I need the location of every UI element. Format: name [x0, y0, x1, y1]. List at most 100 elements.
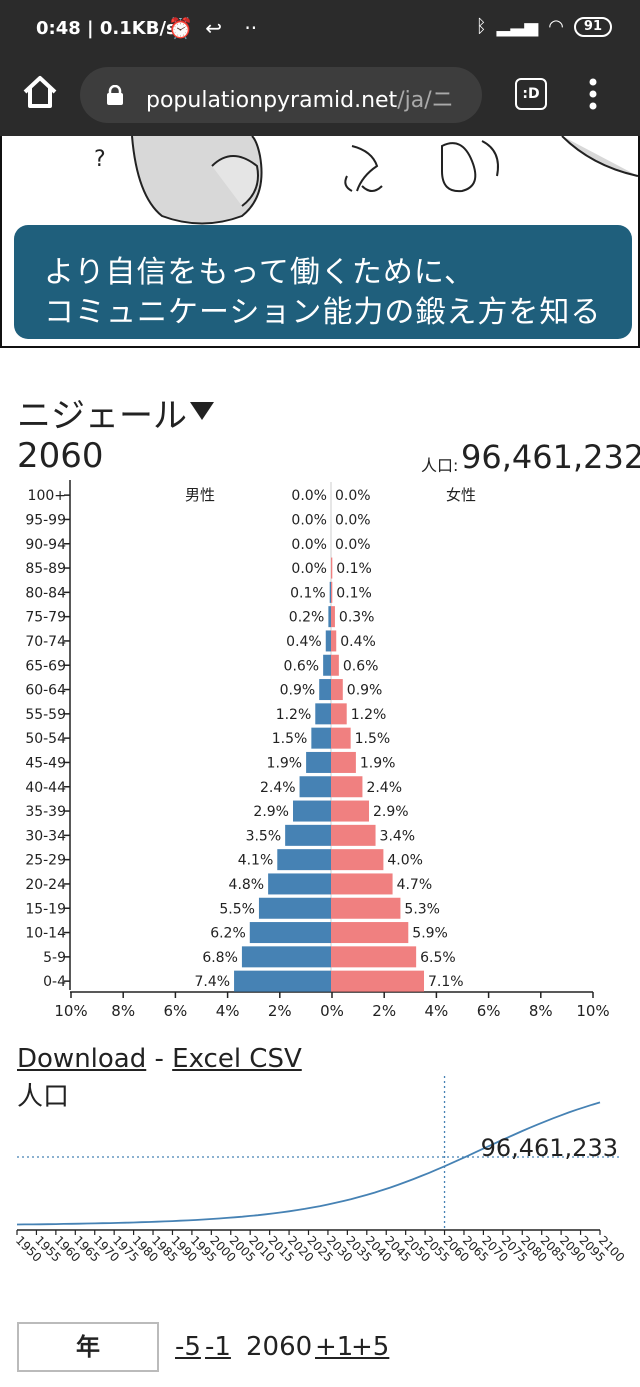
ad-text-box[interactable]: より自信をもって働くために、 コミュニケーション能力の鍛え方を知る — [14, 225, 632, 339]
status-time: 0:48 | 0.1KB/s — [36, 18, 177, 39]
male-value-label: 0.0% — [291, 512, 327, 528]
male-value-label: 2.4% — [260, 780, 296, 796]
x-tick-label: 2% — [372, 1002, 396, 1020]
male-bar — [249, 922, 331, 944]
ad-banner[interactable]: ? より自信をもって働くために、 コミュニケーション能力の鍛え方を知る — [0, 136, 640, 348]
female-value-label: 0.0% — [335, 537, 371, 553]
female-bar — [331, 557, 333, 579]
age-group-label: 40-44 — [25, 780, 66, 796]
notification-icons: ⏰ ↩ ·· — [168, 16, 257, 40]
female-value-label: 0.1% — [336, 561, 372, 577]
x-tick-label: 10% — [54, 1002, 87, 1020]
excel-csv-link[interactable]: Excel CSV — [172, 1044, 302, 1074]
age-group-label: 60-64 — [25, 683, 66, 699]
age-group-label: 30-34 — [25, 828, 66, 844]
year-minus-1-link[interactable]: -1 — [205, 1332, 231, 1362]
female-bar — [331, 849, 384, 871]
male-bar — [299, 776, 331, 798]
male-bar — [277, 849, 331, 871]
age-group-label: 10-14 — [25, 926, 66, 942]
male-bar — [268, 873, 331, 895]
male-value-label: 4.8% — [229, 877, 265, 893]
female-bar — [331, 751, 356, 773]
x-tick-label: 8% — [111, 1002, 135, 1020]
male-value-label: 0.4% — [286, 634, 322, 650]
female-value-label: 2.4% — [366, 780, 402, 796]
year-minus-5-link[interactable]: -5 — [175, 1332, 201, 1362]
male-bar — [293, 800, 331, 822]
x-tick-label: 0% — [320, 1002, 344, 1020]
female-bar — [331, 606, 335, 628]
male-bar — [306, 751, 331, 773]
male-value-label: 4.1% — [238, 853, 274, 869]
male-value-label: 0.1% — [290, 585, 326, 601]
age-group-label: 70-74 — [25, 634, 66, 650]
population-pyramid-chart: 男性 女性 100+ 0.0% 0.0% 95-99 0.0% 0.0% 90-94 0.0% 0.… — [25, 480, 610, 1020]
age-group-label: 65-69 — [25, 658, 66, 674]
year-plus-5-link[interactable]: +5 — [351, 1332, 390, 1362]
age-group-label: 80-84 — [25, 585, 66, 601]
female-value-label: 7.1% — [428, 974, 464, 990]
female-value-label: 0.9% — [347, 683, 383, 699]
country-selector[interactable]: ニジェール — [17, 396, 187, 436]
female-bar — [331, 800, 369, 822]
download-link[interactable]: Download — [17, 1044, 147, 1074]
male-bar — [285, 824, 331, 846]
population-chart-title: 人口 — [17, 1082, 70, 1112]
age-group-label: 15-19 — [25, 901, 66, 917]
male-value-label: 6.2% — [210, 926, 246, 942]
female-label: 女性 — [446, 486, 476, 504]
overflow-menu-icon[interactable] — [585, 76, 601, 112]
address-bar[interactable]: populationpyramid.net/ja/ニ — [80, 67, 482, 123]
female-value-label: 6.5% — [420, 950, 456, 966]
female-value-label: 4.7% — [397, 877, 433, 893]
url-text: populationpyramid.net/ja/ニ — [146, 82, 476, 114]
age-group-label: 90-94 — [25, 537, 66, 553]
tab-switcher-button[interactable]: :D — [515, 78, 547, 110]
more-dots-icon: ·· — [244, 16, 258, 40]
population-trend-chart[interactable]: 96,461,233195019551960196519701975198019… — [0, 1070, 640, 1295]
home-icon[interactable] — [20, 72, 60, 112]
x-tick-label: 10% — [576, 1002, 609, 1020]
male-bar — [234, 970, 331, 992]
population-label: 人口: — [421, 456, 459, 475]
age-group-label: 20-24 — [25, 877, 66, 893]
download-row: Download - Excel CSV — [17, 1044, 302, 1074]
lock-icon — [107, 85, 123, 105]
male-value-label: 5.5% — [219, 901, 255, 917]
male-value-label: 7.4% — [194, 974, 230, 990]
year-current: 2060 — [246, 1332, 313, 1362]
female-bar — [331, 727, 351, 749]
male-bar — [329, 581, 331, 603]
age-group-label: 55-59 — [25, 707, 66, 723]
caret-down-icon[interactable] — [188, 400, 216, 422]
female-value-label: 0.3% — [339, 610, 375, 626]
female-value-label: 5.3% — [404, 901, 440, 917]
female-bar — [331, 679, 343, 701]
system-icons: ᛒ ▂▃▅ ◠ 91 — [476, 16, 612, 37]
age-group-label: 45-49 — [25, 755, 66, 771]
female-bar — [331, 897, 401, 919]
url-host: populationpyramid.net — [146, 88, 398, 113]
age-group-label: 35-39 — [25, 804, 66, 820]
age-group-label: 25-29 — [25, 853, 66, 869]
male-value-label: 1.9% — [267, 755, 303, 771]
ad-headline-1: より自信をもって働くために、 — [44, 255, 475, 290]
year-plus-1-link[interactable]: +1 — [315, 1332, 354, 1362]
age-group-label: 5-9 — [43, 950, 66, 966]
female-bar — [331, 776, 363, 798]
male-value-label: 0.9% — [280, 683, 316, 699]
url-path: /ja/ニ — [397, 88, 454, 113]
male-bar — [319, 679, 331, 701]
female-bar — [331, 581, 333, 603]
male-value-label: 1.2% — [276, 707, 312, 723]
female-bar — [331, 824, 376, 846]
x-tick-label: 4% — [425, 1002, 449, 1020]
female-bar — [331, 630, 337, 652]
male-value-label: 3.5% — [246, 828, 282, 844]
browser-toolbar: populationpyramid.net/ja/ニ :D — [0, 58, 640, 136]
female-bar — [331, 946, 417, 968]
female-value-label: 0.0% — [335, 512, 371, 528]
male-value-label: 1.5% — [272, 731, 308, 747]
female-value-label: 0.0% — [335, 488, 371, 504]
